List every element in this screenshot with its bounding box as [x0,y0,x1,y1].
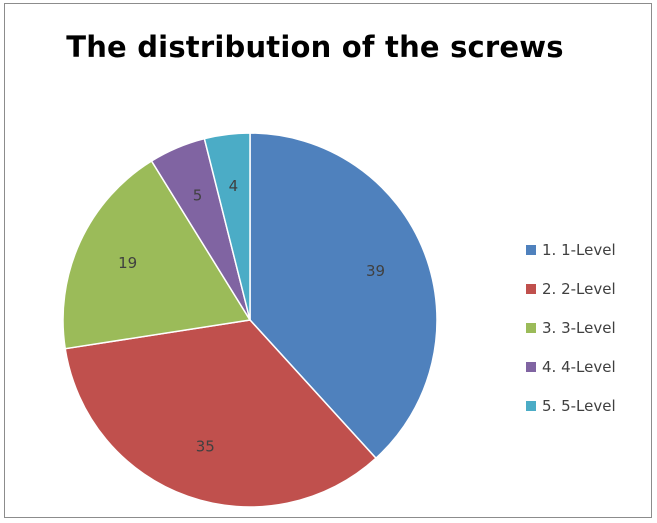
pie-slice-3-3-level [62,159,252,350]
legend-swatch-1-level [526,244,536,255]
legend-item-5-level: 5. 5-Level [526,386,616,425]
legend-swatch-4-level [526,361,536,372]
legend-item-2-level: 2. 2-Level [526,269,616,308]
legend-swatch-3-level [526,322,536,333]
legend-label-5-level: 5. 5-Level [542,396,616,415]
legend-item-1-level: 1. 1-Level [526,230,616,269]
data-label-1-1-level: 39 [366,262,385,280]
data-label-4-4-level: 5 [193,187,203,205]
chart-title: The distribution of the screws [66,30,564,64]
data-label-5-5-level: 4 [229,177,239,195]
pie-slice-2-2-level [64,319,378,508]
legend-swatch-5-level [526,400,536,411]
legend: 1. 1-Level 2. 2-Level 3. 3-Level 4. 4-Le… [526,230,616,425]
legend-label-1-level: 1. 1-Level [542,240,616,259]
pie-slice-1-1-level [249,132,438,460]
pie-slice-5-5-level [203,132,251,321]
data-label-3-3-level: 19 [118,254,137,272]
legend-label-3-level: 3. 3-Level [542,318,616,337]
legend-label-2-level: 2. 2-Level [542,279,616,298]
legend-label-4-level: 4. 4-Level [542,357,616,376]
legend-item-3-level: 3. 3-Level [526,308,616,347]
legend-swatch-2-level [526,283,536,294]
legend-item-4-level: 4. 4-Level [526,347,616,386]
data-label-2-2-level: 35 [196,437,215,455]
